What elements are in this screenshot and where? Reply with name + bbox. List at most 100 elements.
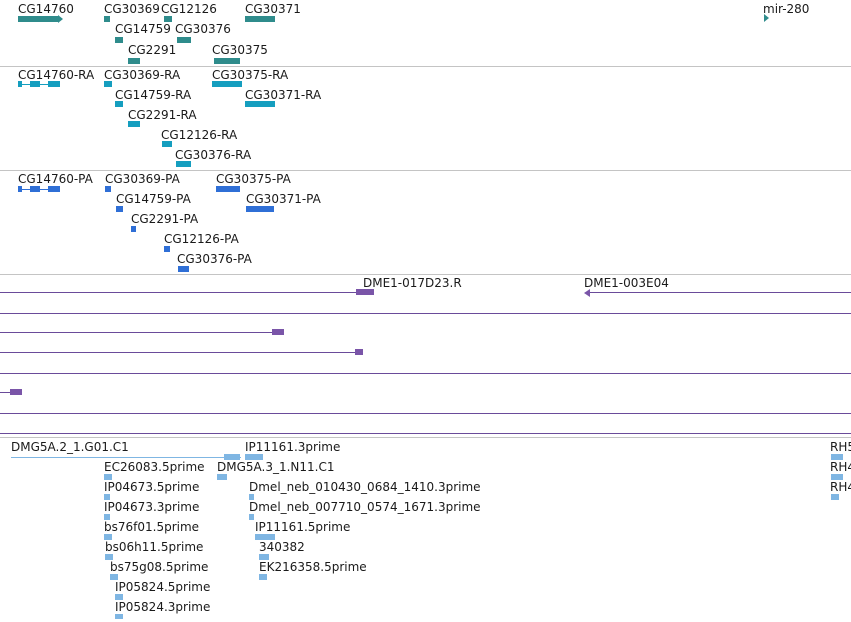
cds[interactable] (48, 186, 60, 192)
exon[interactable] (18, 81, 22, 87)
cds[interactable] (30, 186, 40, 192)
protein-label[interactable]: CG30369-PA (105, 172, 180, 186)
est-block[interactable] (105, 554, 113, 560)
est-label[interactable]: IP11161.3prime (245, 440, 341, 454)
est-block[interactable] (217, 474, 227, 480)
protein-label[interactable]: CG14760-PA (18, 172, 93, 186)
exon[interactable] (245, 101, 275, 107)
est-label[interactable]: IP04673.3prime (104, 500, 200, 514)
exon[interactable] (162, 141, 172, 147)
est-label[interactable]: Dmel_neb_010430_0684_1410.3prime (249, 480, 481, 494)
gene-label[interactable]: CG12126 (161, 2, 217, 16)
est-label[interactable]: EC26083.5prime (104, 460, 205, 474)
gene-feature[interactable] (164, 16, 172, 22)
clone-span[interactable] (0, 352, 358, 353)
gene-feature[interactable] (104, 16, 110, 22)
est-block[interactable] (115, 614, 123, 619)
est-block[interactable] (255, 534, 275, 540)
cds[interactable] (164, 246, 170, 252)
cds[interactable] (246, 206, 274, 212)
transcript-label[interactable]: CG12126-RA (161, 128, 238, 142)
clone-span[interactable] (586, 292, 851, 293)
gene-label[interactable]: mir-280 (763, 2, 810, 16)
est-block[interactable] (104, 474, 112, 480)
exon[interactable] (115, 101, 123, 107)
est-label[interactable]: IP05824.3prime (115, 600, 211, 614)
clone-end[interactable] (10, 389, 22, 395)
gene-feature[interactable] (245, 16, 275, 22)
gene-label[interactable]: CG30371 (245, 2, 301, 16)
protein-label[interactable]: CG2291-PA (131, 212, 199, 226)
protein-label[interactable]: CG30376-PA (177, 252, 252, 266)
est-label[interactable]: IP05824.5prime (115, 580, 211, 594)
gene-label[interactable]: CG30376 (175, 22, 231, 36)
transcript-label[interactable]: CG2291-RA (128, 108, 197, 122)
est-block[interactable] (249, 514, 254, 520)
cds[interactable] (18, 186, 22, 192)
est-block[interactable] (104, 494, 110, 500)
cds[interactable] (216, 186, 240, 192)
gene-label[interactable]: CG30375 (212, 43, 268, 57)
exon[interactable] (212, 81, 242, 87)
gene-feature[interactable] (115, 37, 123, 43)
transcript-label[interactable]: CG30376-RA (175, 148, 252, 162)
clone-span[interactable] (0, 292, 360, 293)
est-label[interactable]: Dmel_neb_007710_0574_1671.3prime (249, 500, 481, 514)
est-label[interactable]: DMG5A.3_1.N11.C1 (217, 460, 335, 474)
cds[interactable] (178, 266, 189, 272)
gene-feature[interactable] (18, 16, 58, 22)
transcript-label[interactable]: CG14760-RA (18, 68, 95, 82)
est-label[interactable]: bs76f01.5prime (104, 520, 200, 534)
gene-feature[interactable] (214, 58, 240, 64)
protein-label[interactable]: CG30375-PA (216, 172, 291, 186)
transcript-label[interactable]: CG30369-RA (104, 68, 181, 82)
exon[interactable] (176, 161, 191, 167)
clone-label[interactable]: DME1-017D23.R (363, 276, 462, 290)
est-block[interactable] (831, 474, 843, 480)
clone-span[interactable] (0, 392, 18, 393)
protein-label[interactable]: CG30371-PA (246, 192, 321, 206)
est-block[interactable] (115, 594, 123, 600)
exon[interactable] (104, 81, 112, 87)
gene-feature[interactable] (177, 37, 191, 43)
gene-label[interactable]: CG14759 (115, 22, 171, 36)
est-label[interactable]: bs06h11.5prime (105, 540, 204, 554)
est-block[interactable] (259, 574, 267, 580)
cds[interactable] (131, 226, 136, 232)
est-label[interactable]: RH4 (830, 460, 851, 474)
clone-span[interactable] (0, 332, 280, 333)
gene-label[interactable]: CG14760 (18, 2, 74, 16)
est-label[interactable]: IP04673.5prime (104, 480, 200, 494)
est-block[interactable] (249, 494, 254, 500)
transcript-label[interactable]: CG14759-RA (115, 88, 192, 102)
est-block[interactable] (104, 514, 110, 520)
est-block[interactable] (224, 454, 240, 460)
gene-label[interactable]: CG2291 (128, 43, 177, 57)
exon[interactable] (48, 81, 60, 87)
est-label[interactable]: bs75g08.5prime (110, 560, 209, 574)
est-block[interactable] (831, 454, 843, 460)
exon[interactable] (30, 81, 40, 87)
est-label[interactable]: EK216358.5prime (259, 560, 367, 574)
transcript-label[interactable]: CG30371-RA (245, 88, 322, 102)
cds[interactable] (105, 186, 111, 192)
exon[interactable] (128, 121, 140, 127)
est-label[interactable]: IP11161.5prime (255, 520, 351, 534)
est-label[interactable]: RH5 (830, 440, 851, 454)
gene-label[interactable]: CG30369 (104, 2, 160, 16)
est-block[interactable] (245, 454, 263, 460)
clone-end[interactable] (272, 329, 284, 335)
protein-label[interactable]: CG14759-PA (116, 192, 191, 206)
clone-end[interactable] (355, 349, 363, 355)
clone-label[interactable]: DME1-003E04 (584, 276, 669, 290)
est-label[interactable]: RH4 (830, 480, 851, 494)
transcript-label[interactable]: CG30375-RA (212, 68, 289, 82)
est-label[interactable]: 340382 (259, 540, 305, 554)
est-block[interactable] (104, 534, 112, 540)
est-block[interactable] (831, 494, 839, 500)
est-block[interactable] (110, 574, 118, 580)
est-block[interactable] (259, 554, 269, 560)
est-label[interactable]: DMG5A.2_1.G01.C1 (11, 440, 129, 454)
protein-label[interactable]: CG12126-PA (164, 232, 239, 246)
clone-end[interactable] (356, 289, 374, 295)
